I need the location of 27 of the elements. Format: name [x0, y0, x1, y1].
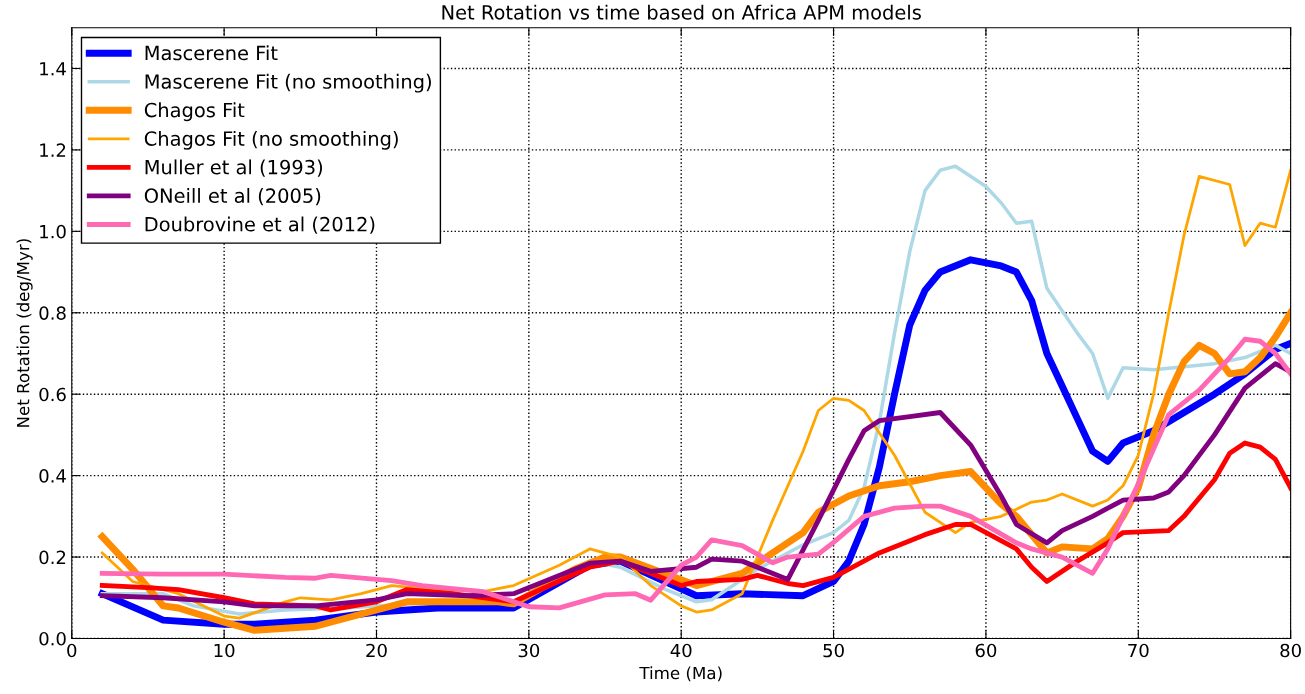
y-axis-title: Net Rotation (deg/Myr) — [16, 239, 33, 427]
legend-label: Mascerene Fit — [145, 45, 278, 61]
x-tick-label: 80 — [1280, 643, 1301, 658]
x-tick-label: 60 — [975, 643, 997, 658]
legend-label: Mascerene Fit (no smoothing) — [145, 73, 431, 93]
legend-label: Chagos Fit (no smoothing) — [144, 130, 398, 150]
y-tick-label: 1.0 — [40, 224, 66, 239]
y-tick-label: 1.4 — [40, 62, 66, 76]
x-tick-label: 40 — [670, 643, 692, 658]
chart-title: Net Rotation vs time based on Africa APM models — [442, 4, 921, 20]
x-tick-label: 10 — [214, 643, 235, 658]
legend-label: Muller et al (1993) — [145, 159, 323, 177]
x-tick-label: 50 — [823, 643, 844, 658]
x-tick-label: 70 — [1128, 643, 1149, 658]
x-tick-label: 20 — [366, 643, 387, 658]
legend-label: Chagos Fit — [144, 102, 245, 122]
y-tick-label: 1.2 — [40, 143, 66, 157]
y-tick-label: 0.0 — [39, 631, 66, 646]
x-tick-label: 30 — [518, 643, 540, 658]
legend-label: Doubrovine et al (2012) — [145, 216, 375, 234]
x-axis-title: Time (Ma) — [639, 666, 722, 682]
y-tick-label: 0.4 — [39, 469, 66, 483]
legend-label: ONeill et al (2005) — [144, 187, 321, 206]
y-tick-label: 0.2 — [39, 550, 66, 565]
x-tick-label: 0 — [67, 643, 77, 658]
y-tick-label: 0.8 — [39, 306, 66, 320]
y-tick-label: 0.6 — [39, 387, 66, 402]
